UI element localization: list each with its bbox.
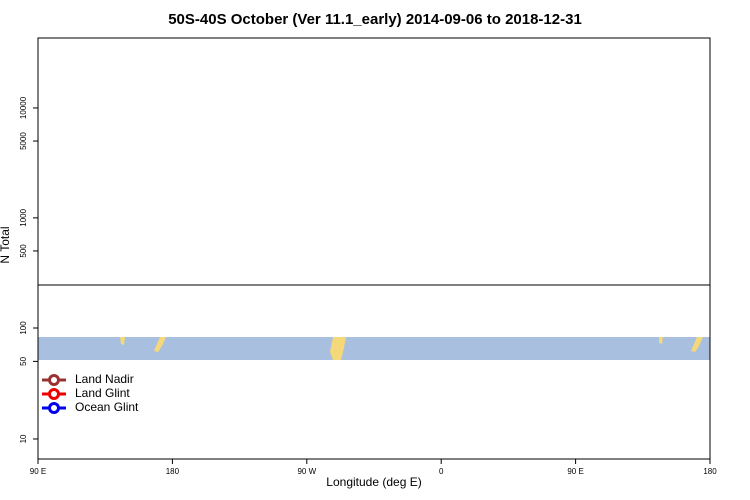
point (108, 0, 117, 5)
y-tick-label: 50 (19, 356, 28, 365)
point (430, 0, 439, 5)
x-tick-label: 90 W (297, 467, 316, 476)
x-tick-label: 90 E (567, 467, 583, 476)
point (107, 0, 116, 5)
land (659, 337, 663, 344)
point (120, 0, 129, 5)
point (63, 0, 72, 5)
point (108, 0, 117, 5)
point (88, 0, 97, 5)
y-tick-label: 100 (19, 321, 28, 335)
land (120, 337, 125, 345)
legend-label: Land Glint (75, 386, 130, 400)
point (89, 0, 98, 5)
point (216, 0, 225, 5)
point (192, 0, 201, 5)
point (193, 0, 202, 5)
legend-marker (48, 388, 60, 400)
point (216, 0, 225, 5)
point (120, 0, 129, 5)
point (108, 0, 117, 5)
point (412, 0, 421, 5)
point (78, 0, 87, 5)
point (108, 0, 117, 5)
point (78, 0, 87, 5)
ocean-band (38, 337, 710, 360)
point (91, 0, 100, 5)
point (66, 0, 75, 5)
legend-label: Ocean Glint (75, 400, 139, 414)
legend-marker (48, 374, 60, 386)
point (127, 0, 136, 5)
panel-frame (37, 37, 711, 286)
point (126, 0, 135, 5)
x-tick-label: 180 (166, 467, 180, 476)
y-tick-label: 10 (19, 434, 28, 443)
point (121, 0, 130, 5)
point (118, 0, 127, 5)
point (105, 0, 114, 5)
land (691, 337, 703, 352)
point (121, 0, 130, 5)
point (98, 0, 107, 5)
x-tick-label: 180 (703, 467, 717, 476)
chart-title: 50S-40S October (Ver 11.1_early) 2014-09… (168, 11, 582, 28)
y-tick-label: 5000 (19, 132, 28, 150)
point (80, 0, 89, 5)
point (102, 0, 111, 5)
legend-label: Land Nadir (75, 372, 134, 386)
point (61, 0, 70, 5)
point (87, 0, 96, 5)
point (88, 0, 97, 5)
point (123, 0, 132, 5)
point (115, 0, 124, 5)
point (49, 0, 58, 5)
point (89, 0, 98, 5)
map-strip (38, 337, 710, 360)
point (70, 0, 79, 5)
y-tick-label: 10000 (19, 96, 28, 119)
land (330, 337, 346, 360)
point (221, 0, 230, 5)
point (88, 0, 97, 5)
y-tick-label: 1000 (19, 208, 28, 226)
panel-frame (37, 284, 711, 460)
x-tick-label: 0 (439, 467, 444, 476)
point (242, 0, 251, 5)
legend-marker (48, 402, 60, 414)
point (127, 0, 136, 5)
y-axis-label: N Total (0, 226, 12, 263)
point (242, 0, 251, 5)
point (115, 0, 124, 5)
y-tick-label: 500 (19, 244, 28, 258)
point (57, 0, 66, 5)
point (89, 0, 98, 5)
point (120, 0, 129, 5)
point (74, 0, 83, 5)
point (148, 0, 157, 5)
point (131, 0, 140, 5)
point (114, 0, 123, 5)
x-axis-label: Longitude (deg E) (326, 475, 421, 489)
point (235, 0, 244, 5)
point (132, 0, 141, 5)
point (107, 0, 116, 5)
point (412, 0, 421, 5)
point (66, 0, 75, 5)
point (192, 0, 201, 5)
point (101, 0, 110, 5)
point (115, 0, 124, 5)
point (221, 0, 230, 5)
x-tick-label: 90 E (30, 467, 46, 476)
point (49, 0, 58, 5)
point (110, 0, 119, 5)
point (193, 0, 202, 5)
land (154, 337, 166, 352)
